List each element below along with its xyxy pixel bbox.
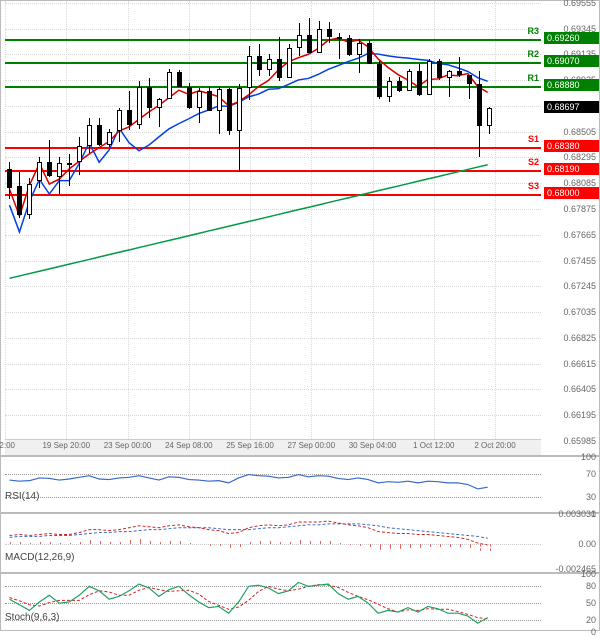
x-tick-label: 25 Sep 16:00 xyxy=(226,441,274,450)
price-pane[interactable]: R1R2R3S1S2S3 xyxy=(0,0,600,456)
y-tick-label: 0.66615 xyxy=(563,359,596,369)
x-tick-label: 12:00 xyxy=(0,441,15,450)
rsi-line xyxy=(5,457,541,512)
time-x-axis: 12:0019 Sep 20:0023 Sep 00:0024 Sep 08:0… xyxy=(5,439,541,455)
y-tick-label: 0.67875 xyxy=(563,204,596,214)
macd-y-tick: 0.00 xyxy=(578,539,596,549)
y-tick-label: 0.67035 xyxy=(563,307,596,317)
chart-container: R1R2R3S1S2S3 xyxy=(0,0,600,631)
y-tick-label: 0.66825 xyxy=(563,333,596,343)
rsi-y-axis: 10070300 xyxy=(544,457,599,512)
rsi-y-tick: 30 xyxy=(586,492,596,502)
y-tick-label: 0.67455 xyxy=(563,256,596,266)
macd-pane[interactable]: MACD(12,26,9) -0.0024650.000.003031 xyxy=(0,513,600,573)
y-tick-label: 0.69555 xyxy=(563,0,596,8)
moving-averages xyxy=(5,1,541,439)
stoch-pane[interactable]: Stoch(9,6,3) 1008050200 xyxy=(0,573,600,631)
macd-y-tick: 0.003031 xyxy=(558,509,596,519)
y-tick-label: 0.67665 xyxy=(563,230,596,240)
price-y-axis: 0.659850.661950.664050.666150.668250.670… xyxy=(544,1,599,439)
macd-y-axis: -0.0024650.000.003031 xyxy=(544,514,599,572)
rsi-y-tick: 70 xyxy=(586,469,596,479)
stoch-plot-area xyxy=(5,574,541,630)
sr-price-tag: 0.68190 xyxy=(544,163,599,175)
macd-lines xyxy=(5,514,541,572)
sr-price-tag: 0.68000 xyxy=(544,187,599,199)
x-tick-label: 27 Sep 00:00 xyxy=(287,441,335,450)
y-tick-label: 0.67245 xyxy=(563,281,596,291)
y-tick-label: 0.66195 xyxy=(563,410,596,420)
current-price-tag: 0.68697 xyxy=(544,101,599,113)
x-tick-label: 1 Oct 12:00 xyxy=(413,441,454,450)
x-tick-label: 23 Sep 00:00 xyxy=(104,441,152,450)
price-plot-area[interactable]: R1R2R3S1S2S3 xyxy=(5,1,541,439)
stoch-y-axis: 1008050200 xyxy=(544,574,599,630)
macd-label: MACD(12,26,9) xyxy=(5,552,74,563)
rsi-pane[interactable]: RSI(14) 10070300 xyxy=(0,456,600,513)
x-tick-label: 24 Sep 08:00 xyxy=(165,441,213,450)
sr-price-tag: 0.68880 xyxy=(544,79,599,91)
sr-price-tag: 0.69260 xyxy=(544,32,599,44)
y-tick-label: 0.66405 xyxy=(563,384,596,394)
macd-plot-area xyxy=(5,514,541,572)
x-tick-label: 19 Sep 20:00 xyxy=(42,441,90,450)
stoch-y-tick: 20 xyxy=(586,615,596,625)
sr-price-tag: 0.69070 xyxy=(544,55,599,67)
y-tick-label: 0.65985 xyxy=(563,436,596,446)
y-tick-label: 0.68505 xyxy=(563,127,596,137)
x-tick-label: 2 Oct 20:00 xyxy=(474,441,515,450)
rsi-y-tick: 100 xyxy=(581,452,596,462)
x-tick-label: 30 Sep 04:00 xyxy=(349,441,397,450)
stoch-y-tick: 100 xyxy=(581,569,596,579)
rsi-plot-area xyxy=(5,457,541,512)
rsi-label: RSI(14) xyxy=(5,491,39,502)
stoch-lines xyxy=(5,574,541,630)
y-tick-label: 0.68295 xyxy=(563,152,596,162)
stoch-label: Stoch(9,6,3) xyxy=(5,612,59,623)
stoch-y-tick: 0 xyxy=(591,627,596,637)
stoch-y-tick: 50 xyxy=(586,598,596,608)
stoch-y-tick: 80 xyxy=(586,581,596,591)
sr-price-tag: 0.68380 xyxy=(544,140,599,152)
